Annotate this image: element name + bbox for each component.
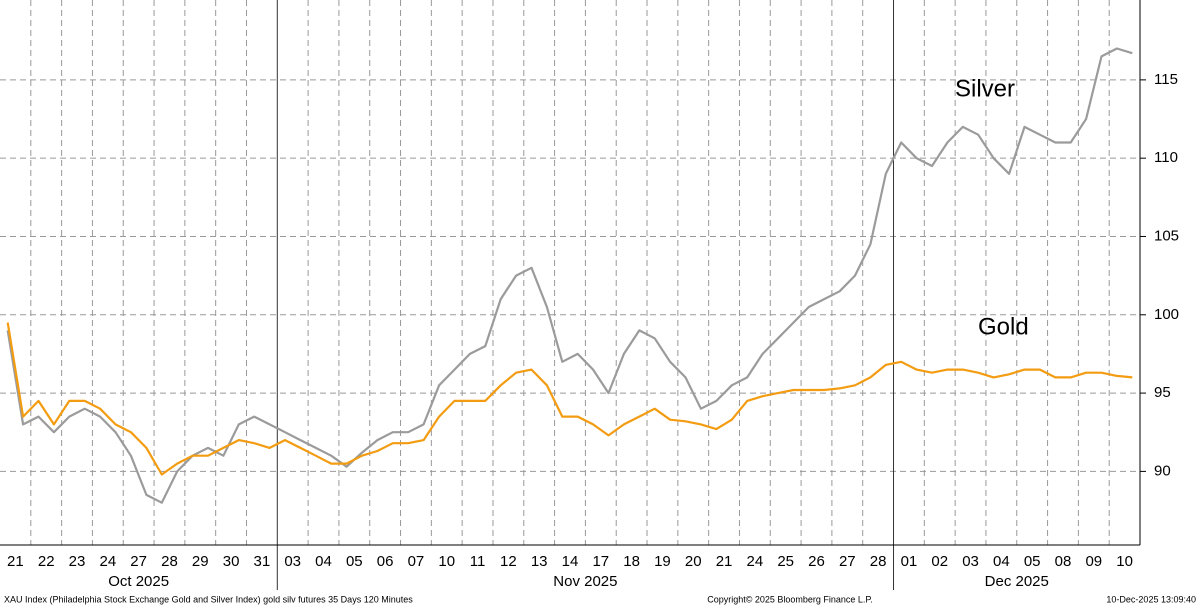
x-tick-label: 03: [284, 553, 301, 570]
x-tick-label: 04: [315, 553, 332, 570]
timestamp: 10-Dec-2025 13:09:40: [1106, 594, 1196, 604]
x-tick-label: 08: [1055, 553, 1072, 570]
x-tick-label: 24: [99, 553, 116, 570]
x-tick-label: 04: [993, 553, 1010, 570]
x-tick-label: 06: [377, 553, 394, 570]
x-tick-label: 28: [870, 553, 887, 570]
y-tick-label: 90: [1154, 462, 1171, 479]
x-tick-label: 21: [716, 553, 733, 570]
x-tick-label: 26: [808, 553, 825, 570]
x-tick-label: 21: [7, 553, 24, 570]
source-note: XAU Index (Philadelphia Stock Exchange G…: [4, 594, 413, 604]
month-label: Nov 2025: [553, 573, 617, 590]
series-label: Gold: [978, 313, 1029, 340]
x-tick-label: 17: [592, 553, 609, 570]
x-tick-label: 10: [1116, 553, 1133, 570]
x-tick-label: 02: [931, 553, 948, 570]
series-line: [6, 47, 1133, 504]
x-tick-label: 22: [38, 553, 55, 570]
x-tick-label: 25: [777, 553, 794, 570]
x-tick-label: 11: [470, 553, 486, 570]
x-tick-label: 10: [438, 553, 455, 570]
x-tick-label: 20: [685, 553, 702, 570]
x-tick-label: 12: [500, 553, 517, 570]
x-tick-label: 30: [223, 553, 240, 570]
y-tick-label: 110: [1154, 149, 1178, 166]
series-line: [6, 322, 1133, 476]
x-tick-label: 29: [192, 553, 209, 570]
x-tick-label: 27: [839, 553, 856, 570]
y-tick-label: 105: [1154, 227, 1179, 244]
x-tick-label: 18: [623, 553, 640, 570]
x-tick-label: 01: [901, 553, 918, 570]
x-tick-label: 13: [531, 553, 548, 570]
copyright: Copyright© 2025 Bloomberg Finance L.P.: [707, 594, 873, 604]
series-label: Silver: [955, 75, 1015, 102]
y-tick-label: 115: [1154, 71, 1178, 88]
y-tick-label: 95: [1154, 384, 1171, 401]
x-tick-label: 24: [747, 553, 764, 570]
x-tick-label: 07: [408, 553, 425, 570]
y-tick-label: 100: [1154, 306, 1179, 323]
month-label: Oct 2025: [108, 573, 169, 590]
x-tick-label: 27: [130, 553, 147, 570]
x-tick-label: 05: [346, 553, 363, 570]
x-tick-label: 05: [1024, 553, 1041, 570]
x-tick-label: 09: [1085, 553, 1102, 570]
x-tick-label: 23: [69, 553, 86, 570]
x-tick-label: 28: [161, 553, 178, 570]
x-tick-label: 03: [962, 553, 979, 570]
x-tick-label: 31: [254, 553, 271, 570]
x-tick-label: 14: [562, 553, 579, 570]
x-tick-label: 19: [654, 553, 671, 570]
month-label: Dec 2025: [985, 573, 1049, 590]
